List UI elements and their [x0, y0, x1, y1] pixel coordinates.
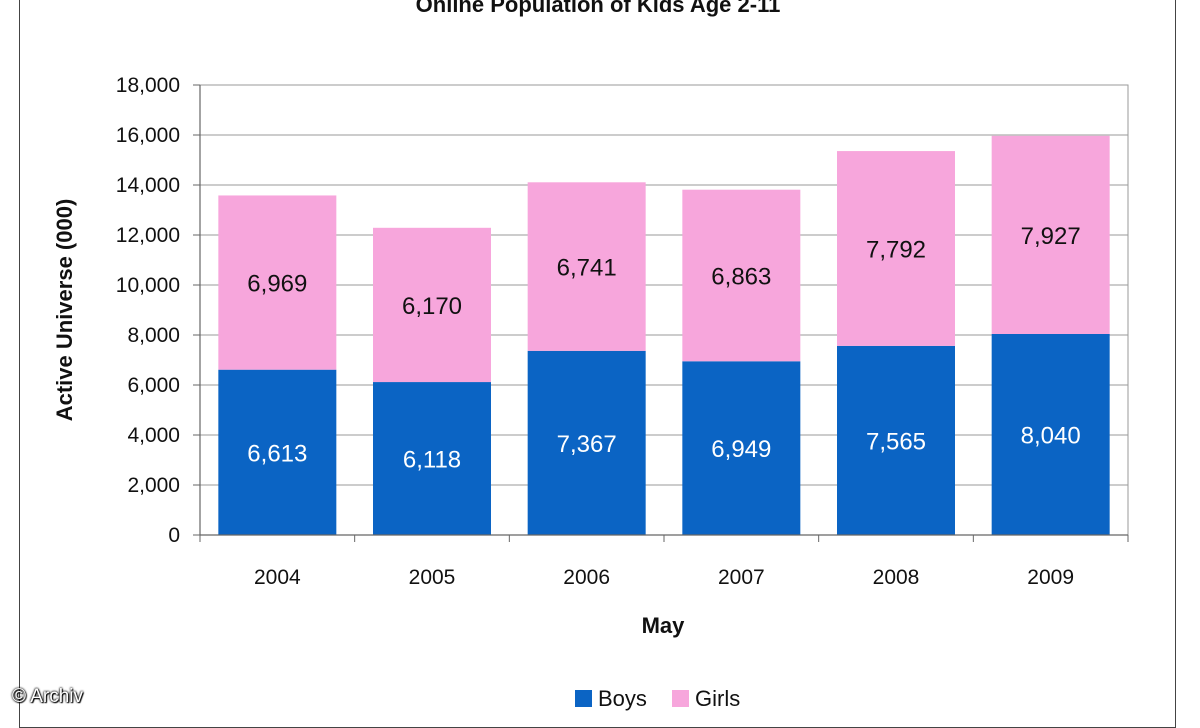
bar-girls-2004	[218, 195, 337, 370]
y-tick-label: 14,000	[116, 174, 180, 197]
bar-boys-2009	[991, 334, 1110, 535]
x-tick-label: 2004	[254, 566, 301, 589]
watermark: © Archiv	[12, 686, 84, 707]
y-tick-label: 0	[168, 524, 180, 547]
data-label-girls-2009: 7,927	[1021, 223, 1081, 250]
x-tick-label: 2008	[873, 566, 920, 589]
bar-girls-2006	[527, 182, 646, 351]
bar-boys-2006	[527, 350, 646, 535]
legend-label-boys: Boys	[598, 686, 647, 711]
data-label-girls-2007: 6,863	[711, 263, 771, 290]
legend-swatch-boys	[575, 690, 592, 707]
data-label-girls-2006: 6,741	[557, 255, 617, 282]
bar-girls-2005	[373, 227, 491, 383]
bar-boys-2007	[682, 361, 801, 535]
y-tick-label: 4,000	[127, 424, 180, 447]
x-tick-label: 2006	[563, 566, 610, 589]
data-label-boys-2004: 6,613	[247, 440, 307, 467]
x-axis-label: May	[642, 613, 686, 638]
legend-swatch-girls	[672, 690, 689, 707]
y-tick-label: 12,000	[116, 224, 180, 247]
bar-girls-2009	[991, 135, 1110, 334]
data-label-boys-2008: 7,565	[866, 428, 926, 455]
bar-boys-2005	[373, 382, 491, 535]
data-label-girls-2008: 7,792	[866, 236, 926, 263]
chart-title: Online Population of Kids Age 2-11	[416, 0, 781, 17]
x-tick-label: 2009	[1027, 566, 1074, 589]
legend: Boys Girls	[575, 686, 740, 711]
data-label-boys-2009: 8,040	[1021, 423, 1081, 450]
data-label-girls-2005: 6,170	[402, 293, 462, 320]
y-tick-label: 6,000	[127, 374, 180, 397]
y-tick-label: 8,000	[127, 324, 180, 347]
data-label-boys-2007: 6,949	[711, 436, 771, 463]
y-tick-label: 16,000	[116, 124, 180, 147]
x-tick-label: 2007	[718, 566, 765, 589]
y-tick-label: 2,000	[127, 474, 180, 497]
y-axis-label: Active Universe (000)	[52, 199, 77, 422]
bar-boys-2008	[837, 345, 955, 535]
plot-area	[199, 84, 1129, 536]
y-tick-label: 10,000	[116, 274, 180, 297]
x-tick-label: 2005	[409, 566, 456, 589]
bar-girls-2007	[682, 189, 801, 362]
data-label-boys-2005: 6,118	[403, 447, 461, 474]
data-label-boys-2006: 7,367	[557, 431, 617, 458]
bar-boys-2004	[218, 369, 337, 535]
bar-girls-2008	[837, 151, 955, 346]
y-tick-label: 18,000	[116, 74, 180, 97]
data-label-girls-2004: 6,969	[247, 271, 307, 298]
legend-label-girls: Girls	[695, 686, 740, 711]
